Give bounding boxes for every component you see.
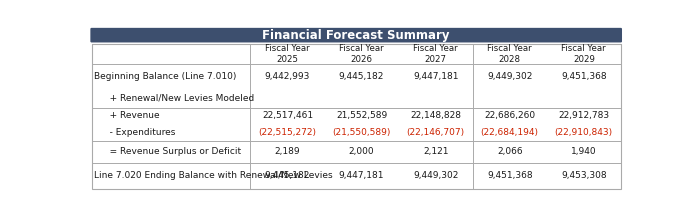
Text: 9,447,181: 9,447,181: [413, 72, 459, 81]
Text: 22,148,828: 22,148,828: [410, 111, 461, 121]
Text: (22,515,272): (22,515,272): [259, 128, 316, 137]
Text: Fiscal Year
2029: Fiscal Year 2029: [562, 44, 606, 64]
Text: 21,552,589: 21,552,589: [336, 111, 387, 121]
Text: 2,121: 2,121: [423, 148, 448, 156]
Text: (22,910,843): (22,910,843): [555, 128, 613, 137]
Text: 9,445,182: 9,445,182: [339, 72, 384, 81]
Text: 1,940: 1,940: [571, 148, 596, 156]
Text: Financial Forecast Summary: Financial Forecast Summary: [263, 29, 450, 42]
Text: + Renewal/New Levies Modeled: + Renewal/New Levies Modeled: [101, 94, 254, 103]
Text: 9,447,181: 9,447,181: [338, 172, 384, 180]
Text: 9,451,368: 9,451,368: [561, 72, 607, 81]
Text: Fiscal Year
2026: Fiscal Year 2026: [339, 44, 384, 64]
Text: 9,445,182: 9,445,182: [265, 172, 310, 180]
Text: 9,451,368: 9,451,368: [487, 172, 532, 180]
Text: 22,912,783: 22,912,783: [558, 111, 610, 121]
Text: Fiscal Year
2025: Fiscal Year 2025: [265, 44, 310, 64]
Text: 22,686,260: 22,686,260: [484, 111, 535, 121]
Text: Fiscal Year
2027: Fiscal Year 2027: [414, 44, 458, 64]
Text: 2,066: 2,066: [497, 148, 523, 156]
Text: 2,189: 2,189: [275, 148, 300, 156]
Text: Line 7.020 Ending Balance with Renewal/New Levies: Line 7.020 Ending Balance with Renewal/N…: [94, 172, 332, 180]
Text: - Expenditures: - Expenditures: [101, 128, 175, 137]
Text: + Revenue: + Revenue: [101, 111, 159, 121]
Text: (22,684,194): (22,684,194): [481, 128, 539, 137]
FancyBboxPatch shape: [90, 28, 622, 43]
Text: (21,550,589): (21,550,589): [332, 128, 391, 137]
Text: 2,000: 2,000: [349, 148, 375, 156]
Text: 22,517,461: 22,517,461: [262, 111, 313, 121]
Text: Beginning Balance (Line 7.010): Beginning Balance (Line 7.010): [94, 72, 236, 81]
Text: = Revenue Surplus or Deficit: = Revenue Surplus or Deficit: [101, 148, 241, 156]
Text: 9,449,302: 9,449,302: [413, 172, 458, 180]
Text: 9,449,302: 9,449,302: [487, 72, 532, 81]
Text: 9,453,308: 9,453,308: [561, 172, 607, 180]
Bar: [92, 44, 621, 189]
Text: 9,442,993: 9,442,993: [265, 72, 310, 81]
Text: Fiscal Year
2028: Fiscal Year 2028: [487, 44, 532, 64]
Text: (22,146,707): (22,146,707): [407, 128, 465, 137]
